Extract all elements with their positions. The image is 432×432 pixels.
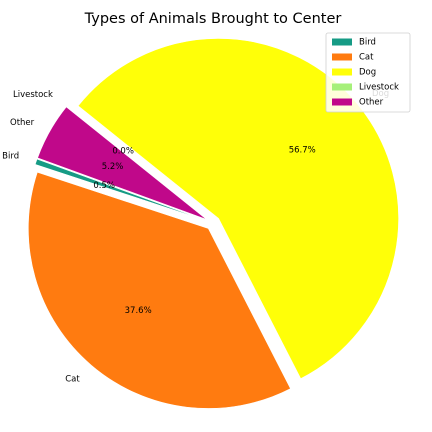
- legend-label-bird: Bird: [359, 38, 376, 48]
- legend-swatch-cat: [332, 53, 352, 61]
- percent-labels: 0.5% 37.6% 56.7% 0.0% 5.2%: [93, 146, 315, 316]
- slice-label-other: Other: [10, 118, 35, 128]
- pie-slices: [28, 38, 399, 409]
- legend-label-dog: Dog: [359, 68, 376, 78]
- pie-slice-other: [37, 106, 207, 220]
- percent-label-bird: 0.5%: [93, 181, 115, 191]
- slice-label-livestock: Livestock: [13, 90, 53, 100]
- legend-label-cat: Cat: [359, 53, 374, 63]
- slice-label-bird: Bird: [2, 151, 19, 161]
- legend: Bird Cat Dog Livestock Other: [325, 32, 411, 113]
- percent-label-dog: 56.7%: [289, 146, 316, 156]
- legend-swatch-bird: [332, 38, 352, 46]
- pie-slice-bird: [34, 158, 207, 221]
- chart-title: Types of Animals Brought to Center: [84, 11, 342, 27]
- legend-frame: [325, 32, 411, 113]
- legend-swatch-other: [332, 98, 352, 106]
- percent-label-other: 5.2%: [102, 162, 124, 172]
- legend-swatch-dog: [332, 68, 352, 76]
- percent-label-cat: 37.6%: [125, 306, 152, 316]
- percent-label-livestock: 0.0%: [112, 146, 134, 156]
- pie-slice-cat: [28, 171, 291, 409]
- legend-label-other: Other: [359, 98, 384, 108]
- slice-label-cat: Cat: [65, 374, 80, 384]
- legend-label-livestock: Livestock: [359, 83, 399, 93]
- legend-swatch-livestock: [332, 83, 352, 91]
